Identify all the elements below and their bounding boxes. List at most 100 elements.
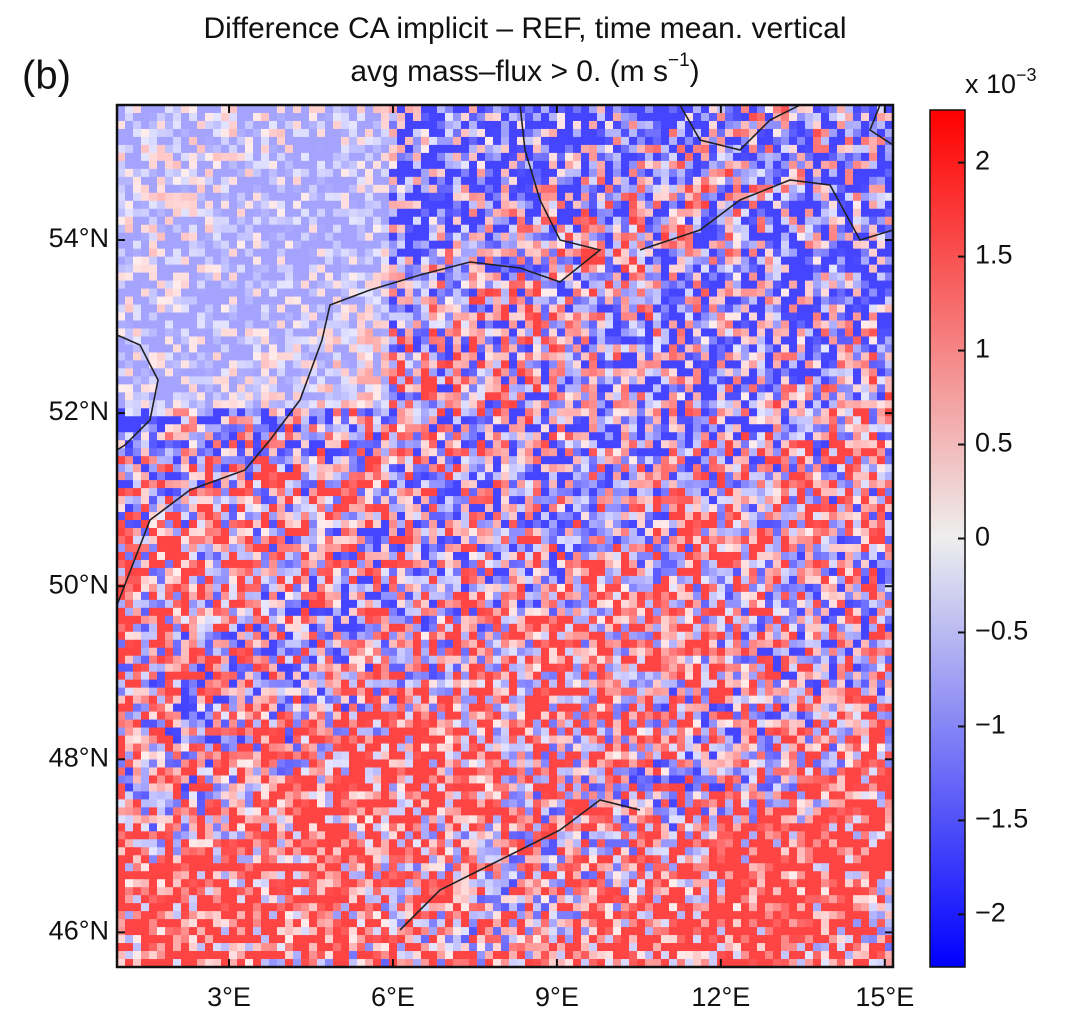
field-cell: [293, 249, 302, 258]
field-cell: [373, 368, 382, 377]
field-cell: [229, 480, 238, 489]
field-cell: [749, 360, 758, 369]
field-cell: [861, 225, 870, 234]
field-cell: [469, 193, 478, 202]
field-cell: [165, 113, 174, 122]
field-cell: [253, 321, 262, 330]
field-cell: [133, 161, 142, 170]
field-cell: [829, 480, 838, 489]
field-cell: [373, 129, 382, 138]
field-cell: [285, 512, 294, 521]
field-cell: [813, 217, 822, 226]
field-cell: [757, 456, 766, 465]
field-cell: [781, 448, 790, 457]
field-cell: [589, 424, 598, 433]
field-cell: [525, 352, 534, 361]
field-cell: [133, 504, 142, 513]
field-cell: [453, 313, 462, 322]
field-cell: [621, 313, 630, 322]
field-cell: [117, 424, 126, 433]
field-cell: [437, 233, 446, 242]
field-cell: [805, 297, 814, 306]
field-cell: [237, 305, 246, 314]
field-cell: [469, 416, 478, 425]
field-cell: [317, 360, 326, 369]
field-cell: [517, 464, 526, 473]
field-cell: [677, 257, 686, 266]
field-cell: [141, 169, 150, 178]
field-cell: [149, 464, 158, 473]
field-cell: [821, 408, 830, 417]
field-cell: [373, 416, 382, 425]
field-cell: [557, 177, 566, 186]
field-cell: [749, 201, 758, 210]
field-cell: [133, 153, 142, 162]
field-cell: [221, 121, 230, 130]
field-cell: [749, 336, 758, 345]
field-cell: [165, 201, 174, 210]
field-cell: [341, 512, 350, 521]
field-cell: [485, 328, 494, 337]
field-cell: [229, 352, 238, 361]
field-cell: [821, 233, 830, 242]
field-cell: [717, 352, 726, 361]
field-cell: [549, 480, 558, 489]
field-cell: [269, 368, 278, 377]
field-cell: [557, 105, 566, 114]
field-cell: [341, 161, 350, 170]
field-cell: [565, 233, 574, 242]
field-cell: [757, 145, 766, 154]
field-cell: [685, 161, 694, 170]
field-cell: [381, 456, 390, 465]
field-cell: [477, 464, 486, 473]
field-cell: [397, 440, 406, 449]
field-cell: [573, 305, 582, 314]
field-cell: [221, 360, 230, 369]
field-cell: [157, 129, 166, 138]
field-cell: [269, 121, 278, 130]
field-cell: [789, 305, 798, 314]
field-cell: [157, 289, 166, 298]
field-cell: [205, 472, 214, 481]
field-cell: [157, 241, 166, 250]
field-cell: [341, 257, 350, 266]
field-cell: [605, 273, 614, 282]
field-cell: [397, 153, 406, 162]
field-cell: [653, 440, 662, 449]
field-cell: [301, 448, 310, 457]
field-cell: [741, 440, 750, 449]
field-cell: [349, 209, 358, 218]
field-cell: [733, 241, 742, 250]
field-cell: [701, 265, 710, 274]
field-cell: [357, 464, 366, 473]
field-cell: [309, 265, 318, 274]
field-cell: [557, 456, 566, 465]
field-cell: [805, 177, 814, 186]
field-cell: [693, 344, 702, 353]
field-cell: [461, 169, 470, 178]
field-cell: [437, 480, 446, 489]
field-cell: [837, 480, 846, 489]
field-cell: [509, 480, 518, 489]
field-cell: [477, 137, 486, 146]
field-cell: [397, 376, 406, 385]
field-cell: [685, 281, 694, 290]
field-cell: [461, 233, 470, 242]
field-cell: [421, 424, 430, 433]
field-cell: [317, 384, 326, 393]
field-cell: [461, 344, 470, 353]
field-cell: [389, 121, 398, 130]
field-cell: [365, 185, 374, 194]
field-cell: [117, 105, 126, 114]
field-cell: [237, 177, 246, 186]
field-cell: [261, 265, 270, 274]
field-cell: [533, 297, 542, 306]
field-cell: [653, 177, 662, 186]
field-cell: [493, 113, 502, 122]
field-cell: [541, 145, 550, 154]
field-cell: [333, 472, 342, 481]
field-cell: [141, 193, 150, 202]
field-cell: [757, 209, 766, 218]
field-cell: [533, 169, 542, 178]
field-cell: [245, 225, 254, 234]
